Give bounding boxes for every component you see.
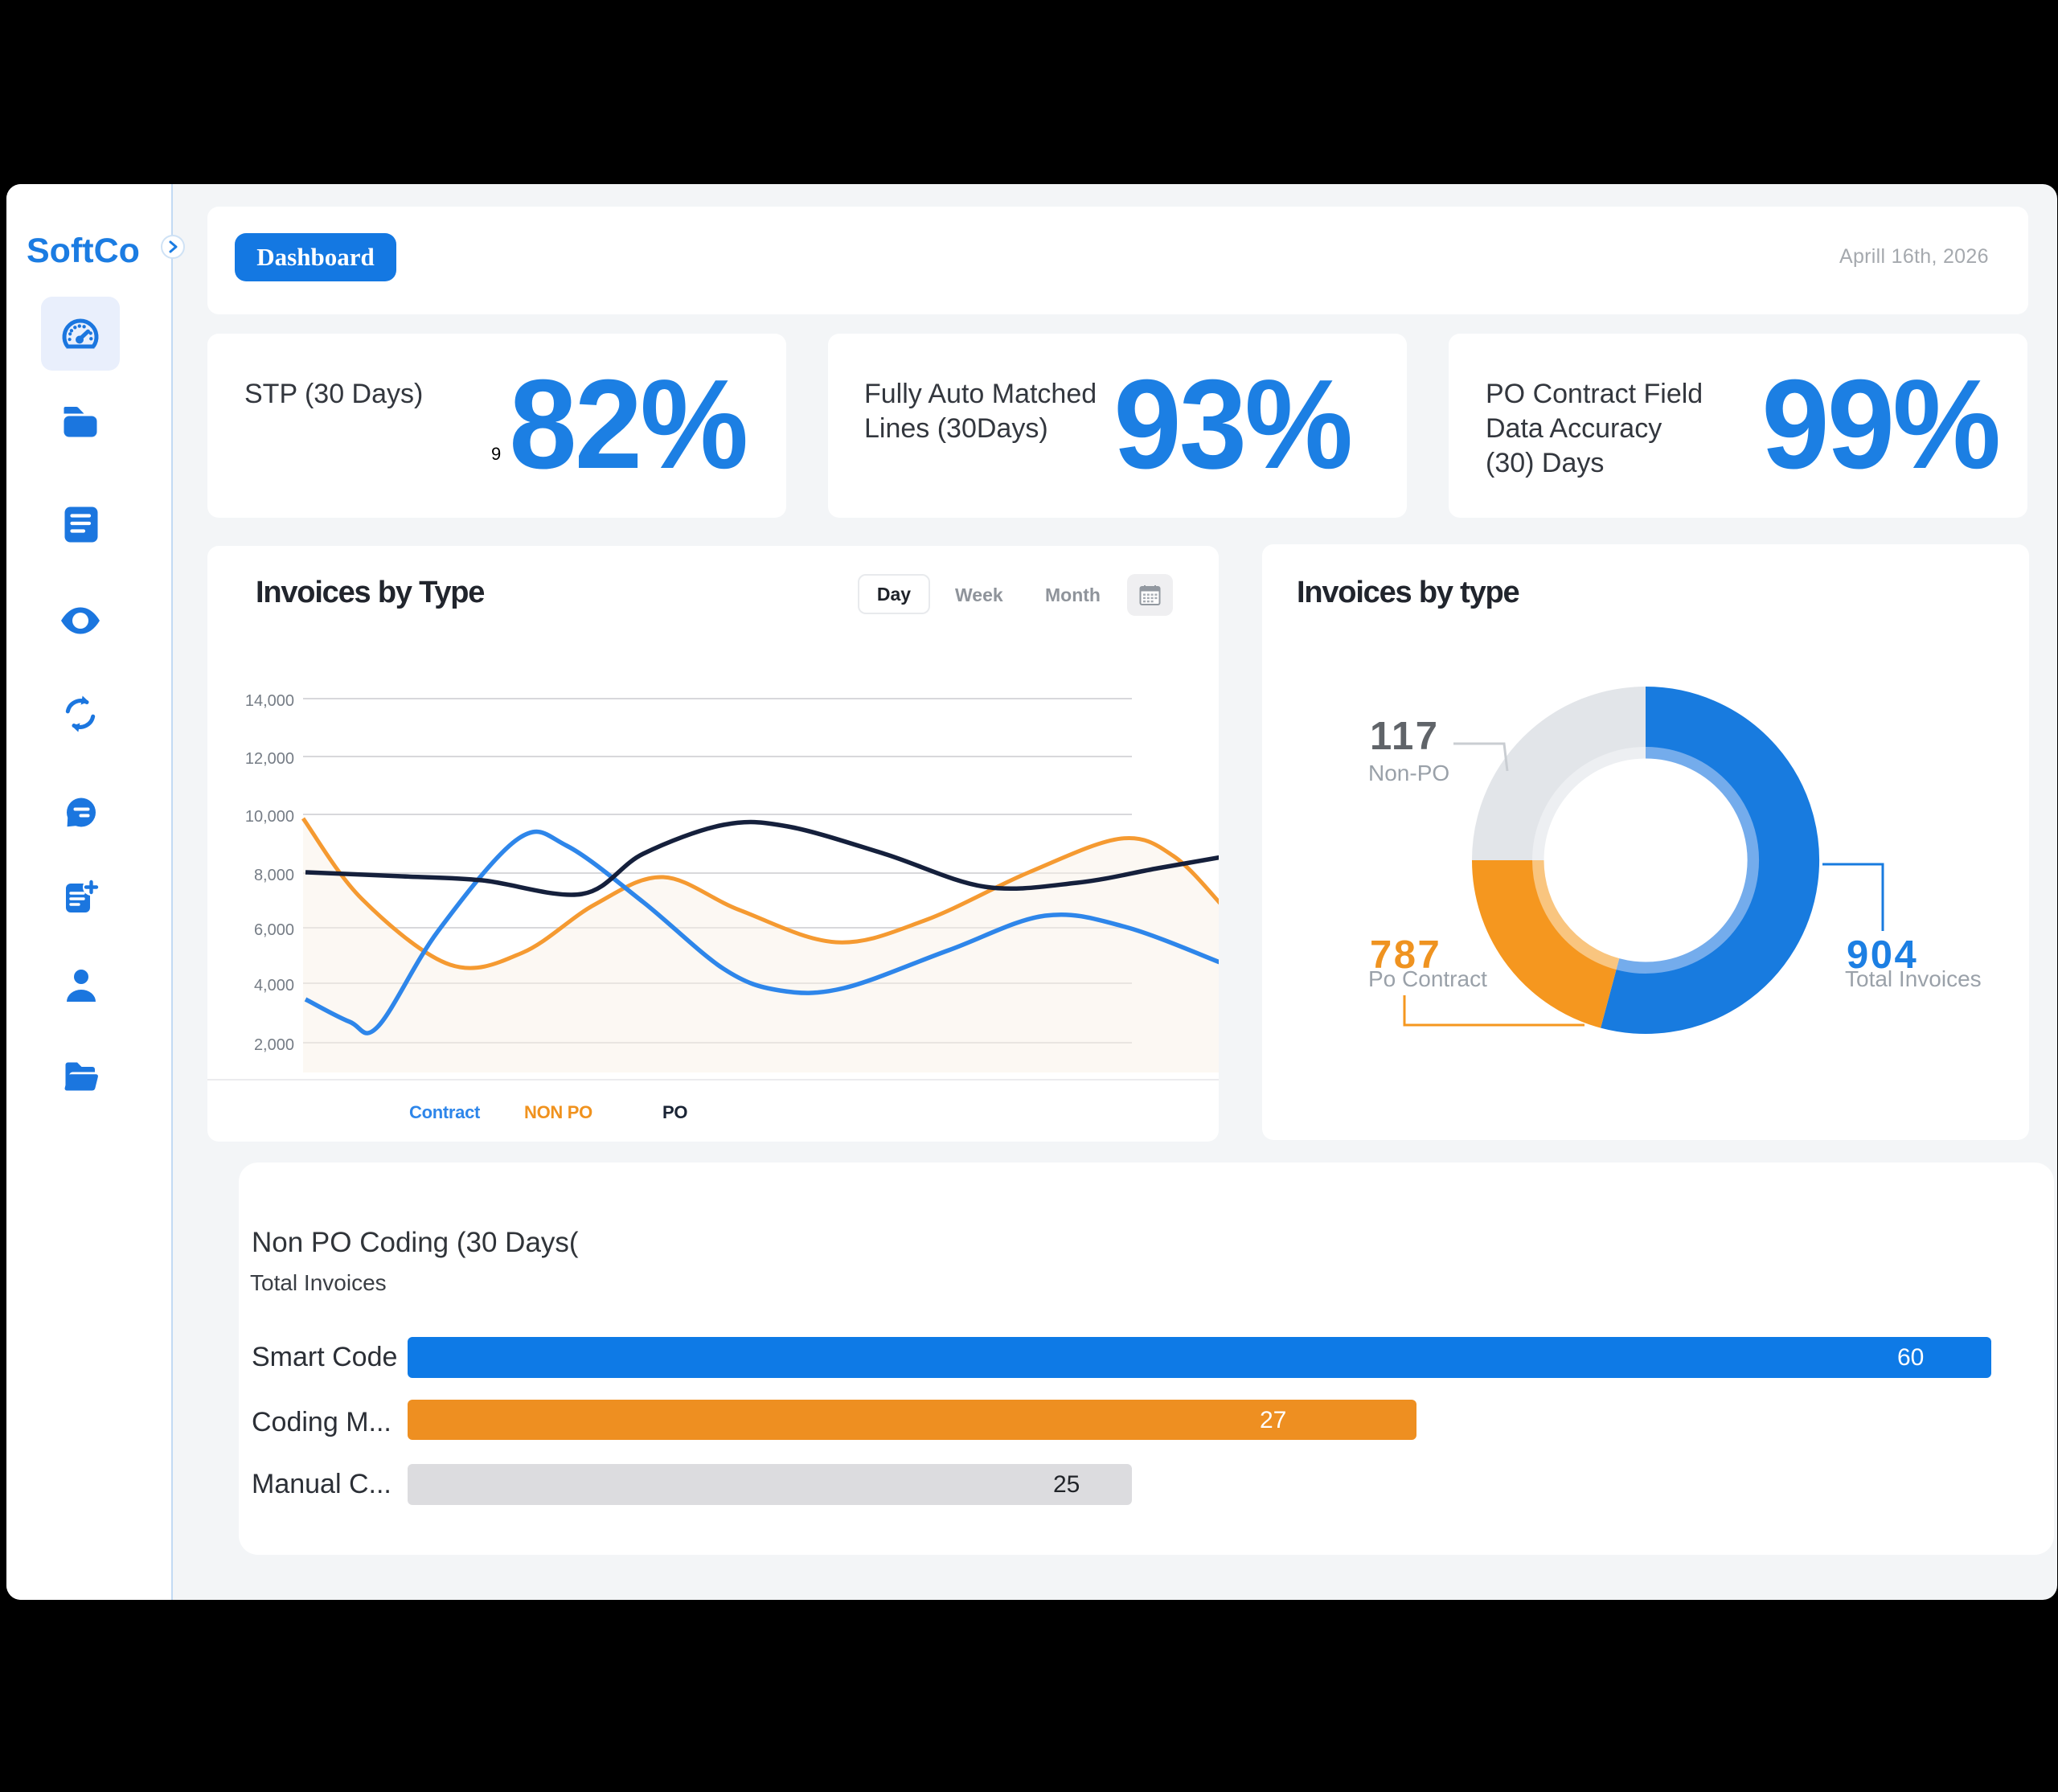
svg-text:8,000: 8,000 (254, 867, 294, 884)
svg-text:14,000: 14,000 (245, 692, 294, 710)
svg-text:10,000: 10,000 (245, 808, 294, 826)
svg-text:2,000: 2,000 (254, 1036, 294, 1054)
svg-text:4,000: 4,000 (254, 977, 294, 994)
svg-text:6,000: 6,000 (254, 921, 294, 939)
svg-text:12,000: 12,000 (245, 750, 294, 768)
